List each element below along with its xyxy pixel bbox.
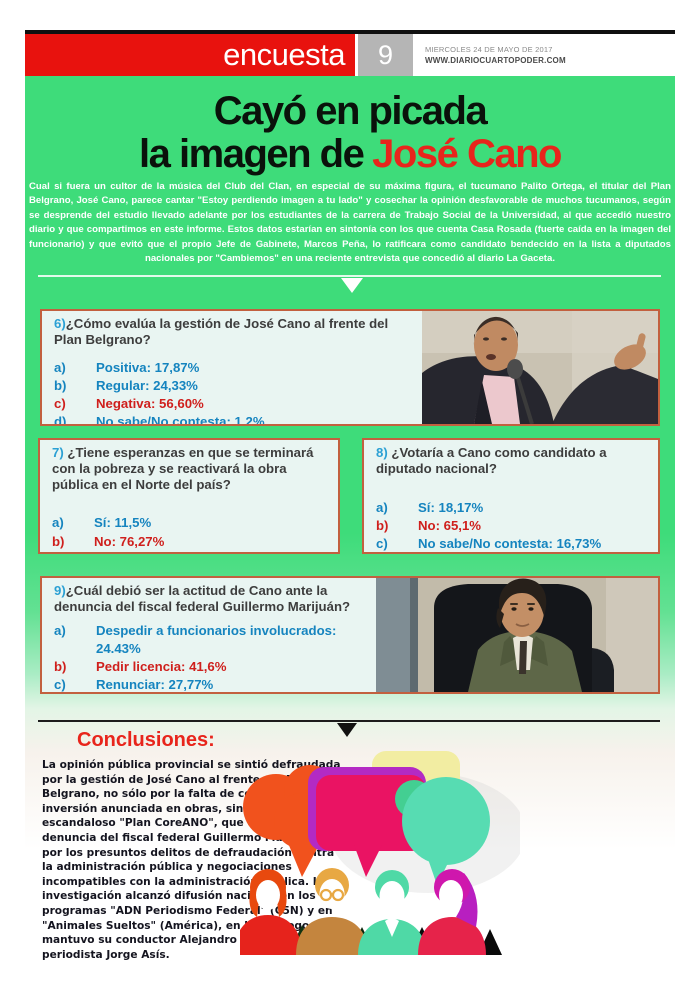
question-7-options: a) Sí: 11,5% b) No: 76,27% c)No sabe/No co… bbox=[52, 514, 330, 553]
question-8-title: 8) ¿Votaría a Cano como candidato a dipu… bbox=[376, 445, 607, 476]
option-letter: c) bbox=[54, 396, 66, 411]
headline-highlight: José Cano bbox=[372, 132, 562, 176]
page-number-box: 9 bbox=[358, 34, 413, 76]
question-8-text-pane: 8) ¿Votaría a Cano como candidato a dipu… bbox=[364, 440, 658, 552]
option-row: b) Regular: 24,33% bbox=[54, 377, 414, 395]
option-text: Positiva: 17,87% bbox=[96, 359, 200, 375]
photo-guillermo-marijuan bbox=[376, 578, 658, 692]
question-7-number: 7) bbox=[52, 445, 68, 460]
question-box-6: 6)¿Cómo evalúa la gestión de José Cano a… bbox=[40, 309, 660, 426]
option-text: Negativa: 56,60% bbox=[96, 396, 204, 411]
question-7-text-pane: 7) ¿Tiene esperanzas en que se terminará… bbox=[40, 440, 338, 552]
question-6-options: a) Positiva: 17,87% b) Regular: 24,33% c) N… bbox=[54, 359, 414, 426]
option-text: No sabe/No contesta: 16,73% bbox=[418, 536, 602, 551]
question-box-7: 7) ¿Tiene esperanzas en que se terminará… bbox=[38, 438, 340, 554]
website-line: WWW.DIARIOCUARTOPODER.COM bbox=[425, 56, 566, 65]
option-letter: c) bbox=[52, 551, 94, 553]
option-text: Renunciar: 27,77% bbox=[96, 677, 214, 693]
option-letter: c) bbox=[54, 677, 66, 693]
question-8-number: 8) bbox=[376, 445, 392, 460]
option-letter: c) bbox=[376, 536, 388, 551]
option-row: a) Sí: 18,17% bbox=[376, 499, 650, 517]
option-letter: a) bbox=[54, 622, 66, 638]
question-box-8: 8) ¿Votaría a Cano como candidato a dipu… bbox=[362, 438, 660, 554]
avatar-woman-magenta bbox=[418, 869, 486, 955]
option-text: No: 65,1% bbox=[418, 517, 482, 533]
question-7-title: 7) ¿Tiene esperanzas en que se terminará… bbox=[52, 445, 314, 492]
down-arrow-black-icon bbox=[337, 723, 357, 737]
option-text: Despedir a funcionarios involucrados: 24… bbox=[96, 622, 337, 656]
date-line: MIERCOLES 24 DE MAYO DE 2017 bbox=[425, 45, 553, 54]
option-text: Sí: 18,17% bbox=[418, 499, 484, 515]
option-row: c)No sabe/No contesta: 12,23% bbox=[52, 551, 330, 553]
option-text: No: 76,27% bbox=[94, 533, 165, 549]
option-text: No sabe/No contesta: 12,23% bbox=[94, 551, 277, 553]
option-row: b) No: 65,1% bbox=[376, 517, 650, 535]
option-text: Pedir licencia: 41,6% bbox=[96, 659, 227, 674]
option-row: c) Negativa: 56,60% bbox=[54, 395, 414, 413]
option-row: a) Despedir a funcionarios involucrados: … bbox=[54, 622, 368, 658]
option-row: c) Renunciar: 27,77% bbox=[54, 676, 368, 693]
option-text: Regular: 24,33% bbox=[96, 377, 198, 393]
down-arrow-white-icon bbox=[341, 278, 363, 293]
section-label: encuesta bbox=[223, 37, 345, 72]
option-letter: b) bbox=[54, 377, 67, 393]
option-letter: b) bbox=[376, 517, 389, 533]
headline-line2: la imagen de José Cano bbox=[139, 132, 562, 176]
top-rule bbox=[25, 30, 675, 34]
masthead: MIERCOLES 24 DE MAYO DE 2017 WWW.DIARIOC… bbox=[413, 34, 675, 76]
question-6-text-pane: 6)¿Cómo evalúa la gestión de José Cano a… bbox=[42, 311, 422, 424]
question-9-options: a) Despedir a funcionarios involucrados: … bbox=[54, 622, 368, 693]
people-group bbox=[234, 868, 502, 955]
page-content: encuesta 9 MIERCOLES 24 DE MAYO DE 2017 … bbox=[25, 30, 675, 961]
option-letter: d) bbox=[54, 414, 67, 426]
question-9-number: 9) bbox=[54, 583, 66, 598]
section-banner: encuesta bbox=[25, 34, 355, 76]
option-row: a) Sí: 11,5% bbox=[52, 514, 330, 532]
option-letter: a) bbox=[54, 359, 66, 375]
option-letter: b) bbox=[54, 659, 67, 674]
speech-bubble-teal-icon bbox=[395, 777, 490, 885]
option-letter: a) bbox=[52, 515, 64, 531]
headline: Cayó en picada la imagen de José Cano bbox=[25, 90, 675, 176]
question-8-options: a) Sí: 18,17% b) No: 65,1% c) No sabe/No co… bbox=[376, 499, 650, 552]
question-6-title: 6)¿Cómo evalúa la gestión de José Cano a… bbox=[54, 316, 389, 347]
avatar-woman-red bbox=[234, 869, 302, 955]
avatar-man-glasses bbox=[296, 868, 368, 955]
question-6-number: 6) bbox=[54, 316, 66, 331]
option-row: c) No sabe/No contesta: 16,73% bbox=[376, 535, 650, 552]
conclusions-title: Conclusiones: bbox=[77, 729, 215, 751]
page-number: 9 bbox=[377, 39, 394, 70]
photo-jose-cano bbox=[422, 311, 658, 424]
question-9-text-pane: 9)¿Cuál debió ser la actitud de Cano ant… bbox=[42, 578, 376, 692]
headline-line1: Cayó en picada bbox=[213, 89, 488, 133]
question-9-title: 9)¿Cuál debió ser la actitud de Cano ant… bbox=[54, 583, 351, 614]
option-letter: b) bbox=[52, 533, 65, 549]
header: encuesta 9 MIERCOLES 24 DE MAYO DE 2017 … bbox=[25, 34, 675, 76]
option-row: d) No sabe/No contesta: 1,2% bbox=[54, 413, 414, 426]
question-box-9: 9)¿Cuál debió ser la actitud de Cano ant… bbox=[40, 576, 660, 694]
option-row: b) Pedir licencia: 41,6% bbox=[54, 658, 368, 676]
divider-line-white bbox=[38, 275, 661, 277]
divider-line-black bbox=[38, 720, 660, 722]
option-text: Sí: 11,5% bbox=[94, 515, 152, 531]
illustration-speech-bubbles-people bbox=[234, 745, 526, 955]
option-row: a) Positiva: 17,87% bbox=[54, 359, 414, 377]
avatar-man-teal bbox=[358, 870, 426, 955]
option-letter: a) bbox=[376, 499, 388, 515]
intro-paragraph: Cual si fuera un cultor de la música del… bbox=[29, 181, 671, 265]
speech-bubbles-group bbox=[243, 751, 526, 893]
option-row: b) No: 76,27% bbox=[52, 533, 330, 551]
option-text: No sabe/No contesta: 1,2% bbox=[96, 414, 265, 426]
